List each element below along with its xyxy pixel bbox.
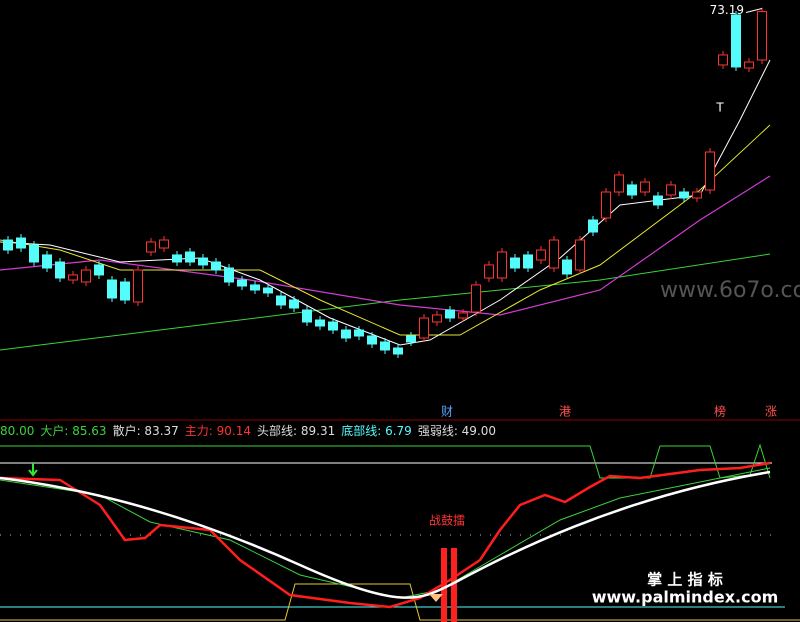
candle-body <box>718 54 728 66</box>
ma-long <box>0 253 771 351</box>
yellow-line <box>0 583 800 621</box>
candle-body <box>16 237 26 249</box>
candle-body <box>276 295 286 306</box>
candle-body <box>172 254 182 263</box>
event-marker: 榜 <box>714 404 726 419</box>
candle-body <box>640 181 650 193</box>
candle-body <box>367 335 377 345</box>
retail-line <box>0 467 771 599</box>
candle-body <box>536 249 546 261</box>
candle-body <box>419 317 429 339</box>
watermark: www.6o7o.com <box>660 278 800 303</box>
candle-body <box>237 279 247 287</box>
candle-body <box>55 261 65 279</box>
candle-body <box>549 239 559 269</box>
large-holder-line <box>0 470 771 599</box>
legend-item: 80.00 <box>0 424 34 438</box>
candle-body <box>94 264 104 276</box>
candle-body <box>744 61 754 69</box>
candle-body <box>263 287 273 294</box>
candle-body <box>302 309 312 323</box>
candle-body <box>562 259 572 275</box>
candle-body <box>393 347 403 355</box>
legend-item: 底部线: 6.79 <box>341 423 412 438</box>
candle-body <box>68 274 78 281</box>
candle-body <box>289 299 299 309</box>
event-marker: 港 <box>559 405 571 419</box>
candle-body <box>471 284 481 313</box>
legend-item: 主力: 90.14 <box>185 424 251 438</box>
candle-body <box>731 14 741 68</box>
candle-body <box>458 312 468 319</box>
candle-body <box>120 281 130 301</box>
candle-body <box>146 241 156 253</box>
candle-body <box>432 314 442 323</box>
candle-body <box>510 257 520 269</box>
candle-body <box>3 239 13 251</box>
candle-body <box>653 195 663 206</box>
candle-body <box>380 341 390 351</box>
candle-body <box>42 254 52 269</box>
indicator-panel <box>0 443 800 622</box>
brand: 掌 上 指 标 <box>647 571 723 589</box>
signal-icon <box>429 594 443 602</box>
candle-body <box>497 251 507 279</box>
main-force-line <box>0 461 771 609</box>
candle-body <box>315 319 325 327</box>
brand-url: www.palmindex.com <box>592 588 779 607</box>
candle-body <box>250 284 260 291</box>
legend-item: 强弱线: 49.00 <box>418 424 496 438</box>
candle-body <box>354 329 364 337</box>
candle-body <box>29 244 39 263</box>
candle-body <box>198 257 208 266</box>
max-pointer <box>745 8 763 14</box>
event-marker: 财 <box>441 405 453 419</box>
candle-body <box>705 151 715 191</box>
signal-label: 战鼓擂 <box>429 514 465 528</box>
candle-body <box>588 219 598 233</box>
candle-body <box>614 174 624 193</box>
candle-body <box>211 261 221 271</box>
candle-body <box>679 191 689 199</box>
candle-body <box>107 279 117 299</box>
candle-body <box>601 191 611 219</box>
ma-short <box>0 124 771 336</box>
candle-body <box>627 184 637 196</box>
candle-body <box>575 239 585 271</box>
candle-body <box>133 269 143 303</box>
candle-body <box>81 269 91 283</box>
candle-body <box>406 335 416 343</box>
candle-body <box>224 267 234 283</box>
strength-line <box>0 443 771 479</box>
max-price-label: 73.19 <box>710 3 744 17</box>
buy-arrow <box>28 463 38 477</box>
indicator-legend: 80.00 大户: 85.63 散户: 83.37 主力: 90.14 头部线: 89.… <box>0 423 496 438</box>
candle-body <box>484 264 494 279</box>
candle-body <box>185 251 195 263</box>
legend-item: 头部线: 89.31 <box>257 423 335 438</box>
candle-body <box>757 11 767 61</box>
t-marker: T <box>715 101 724 115</box>
candle-body <box>328 321 338 331</box>
candle-body <box>692 191 702 199</box>
candle-body <box>445 309 455 319</box>
event-marker: 涨 <box>765 404 777 419</box>
candle-body <box>159 239 169 249</box>
candle-body <box>341 329 351 339</box>
legend-item: 大户: 85.63 <box>40 423 106 438</box>
candle-body <box>666 184 676 196</box>
candle-body <box>523 254 533 269</box>
legend-item: 散户: 83.37 <box>113 423 179 438</box>
signal-bar <box>451 548 457 622</box>
